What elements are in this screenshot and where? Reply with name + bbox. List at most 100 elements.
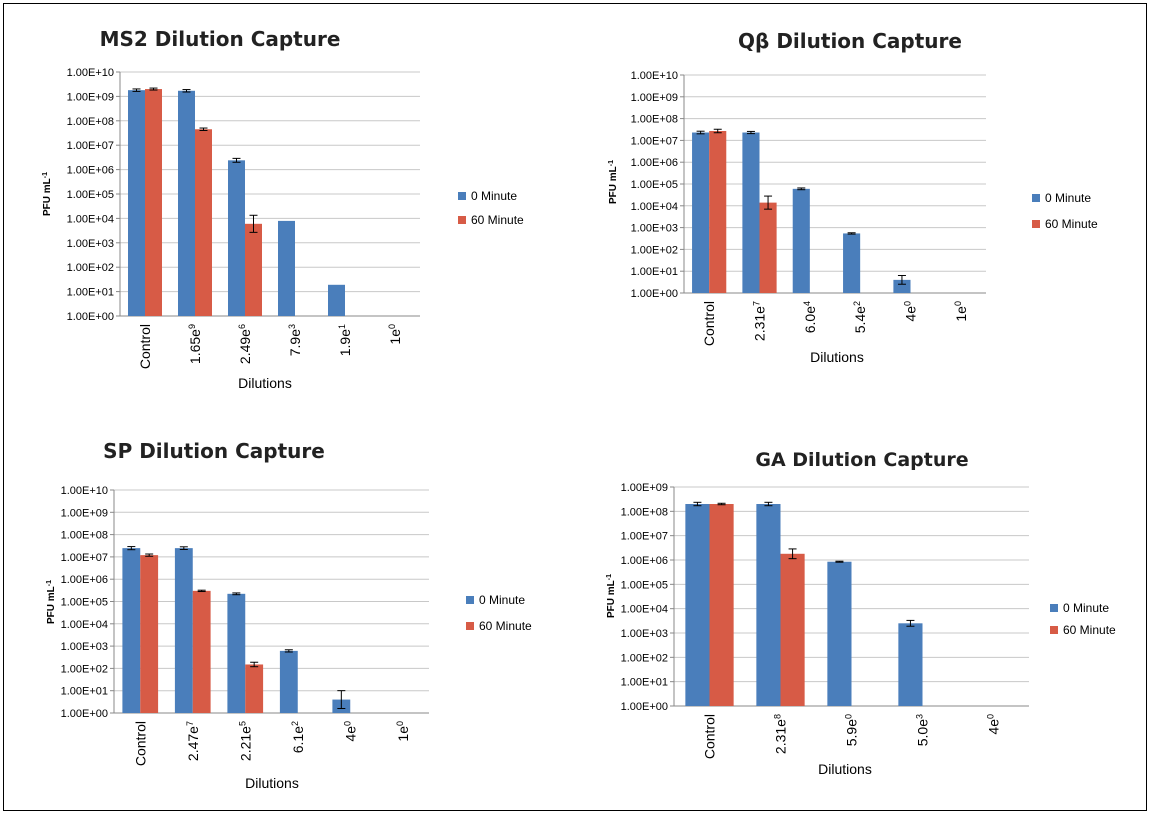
y-tick-label: 1.00E+03 [621, 628, 668, 640]
y-axis-label: PFU mL-1 [42, 172, 54, 216]
x-tick-label: 6.1e2 [290, 721, 306, 753]
chart-ms2: MS2 Dilution Capture 1.00E+00 1.00E+01 1.00… [20, 16, 580, 401]
y-tick-label: 1.00E+09 [67, 91, 114, 103]
y-tick-label: 1.00E+04 [631, 201, 678, 213]
bar-0min [742, 132, 760, 293]
y-tick-label: 1.00E+01 [61, 686, 108, 698]
x-tick-label: 4e0 [986, 714, 1002, 735]
bar-0min [128, 90, 145, 316]
legend-swatch [458, 192, 466, 200]
bar-0min [756, 504, 781, 706]
x-axis-label: Dilutions [818, 761, 872, 777]
y-tick-label: 1.00E+03 [61, 641, 108, 653]
y-tick-label: 1.00E+04 [67, 213, 114, 225]
bar-0min [843, 233, 861, 293]
bar-60min [709, 130, 727, 293]
bar-60min [245, 664, 264, 713]
chart-title: Qβ Dilution Capture [738, 29, 962, 53]
legend-swatch [466, 596, 474, 604]
x-tick-label: 5.0e3 [915, 714, 931, 746]
x-tick-label: 2.49e6 [237, 324, 253, 364]
legend-swatch [1050, 604, 1058, 612]
y-tick-label: 1.00E+04 [61, 619, 108, 631]
bar-0min [279, 650, 298, 713]
x-tick-label: Control [137, 324, 153, 369]
x-tick-label: 2.47e7 [185, 721, 201, 761]
legend-label: 60 Minute [471, 213, 524, 227]
y-tick-label: 1.00E+03 [631, 223, 678, 235]
y-tick-label: 1.00E+05 [631, 179, 678, 191]
y-tick-label: 1.00E+08 [631, 114, 678, 126]
legend-swatch [1032, 194, 1040, 202]
y-tick-label: 1.00E+07 [67, 140, 114, 152]
bar-0min [898, 623, 923, 706]
y-tick-label: 1.00E+02 [631, 244, 678, 256]
x-tick-label: 2.21e5 [237, 721, 253, 761]
y-tick-label: 1.00E+08 [61, 530, 108, 542]
x-tick-label: Control [701, 301, 717, 346]
y-tick-label: 1.00E+06 [631, 157, 678, 169]
x-tick-label: Control [702, 714, 718, 759]
y-axis-label: PFU mL-1 [606, 574, 618, 618]
y-axis-label: PFU mL-1 [608, 160, 620, 204]
y-tick-label: 1.00E+06 [621, 555, 668, 567]
bar-0min [893, 279, 911, 293]
x-axis-label: Dilutions [810, 349, 864, 365]
legend-label: 0 Minute [1063, 601, 1109, 615]
legend-label: 60 Minute [479, 619, 532, 633]
x-tick-label: 1e0 [395, 721, 411, 742]
legend-swatch [1032, 220, 1040, 228]
y-tick-label: 1.00E+05 [61, 597, 108, 609]
x-tick-label: 5.9e0 [844, 714, 860, 746]
legend-swatch [466, 622, 474, 630]
x-tick-label: 1e0 [387, 324, 403, 345]
y-tick-label: 1.00E+01 [631, 266, 678, 278]
x-axis-label: Dilutions [245, 775, 299, 791]
bar-0min [228, 160, 245, 316]
y-tick-label: 1.00E+10 [67, 67, 114, 79]
y-tick-label: 1.00E+10 [61, 485, 108, 497]
y-tick-label: 1.00E+02 [621, 652, 668, 664]
bar-0min [685, 504, 710, 706]
x-tick-label: 1.9e1 [337, 324, 353, 356]
x-tick-label: Control [132, 721, 148, 766]
y-tick-label: 1.00E+06 [61, 574, 108, 586]
y-tick-label: 1.00E+01 [621, 677, 668, 689]
y-tick-label: 1.00E+03 [67, 238, 114, 250]
x-tick-label: 7.9e3 [287, 324, 303, 356]
x-tick-label: 2.31e7 [752, 301, 768, 341]
y-tick-label: 1.00E+02 [67, 262, 114, 274]
y-tick-label: 1.00E+05 [621, 579, 668, 591]
legend-label: 60 Minute [1063, 623, 1116, 637]
x-tick-label: 4e0 [342, 721, 358, 742]
y-tick-label: 1.00E+09 [621, 482, 668, 494]
bar-60min [245, 223, 262, 316]
x-axis-label: Dilutions [238, 375, 292, 391]
x-tick-label: 2.31e8 [773, 714, 789, 754]
y-tick-label: 1.00E+10 [631, 70, 678, 82]
y-tick-label: 1.00E+07 [621, 531, 668, 543]
chart-ga: GA Dilution Capture 1.00E+00 1.00E+01 1.00E… [588, 436, 1148, 777]
legend-label: 0 Minute [479, 593, 525, 607]
bar-0min [278, 220, 295, 316]
bar-0min [792, 188, 810, 293]
legend-swatch [1050, 626, 1058, 634]
x-tick-label: 1.65e9 [187, 324, 203, 364]
y-tick-label: 1.00E+02 [61, 663, 108, 675]
bar-0min [174, 548, 193, 713]
y-tick-label: 1.00E+01 [67, 287, 114, 299]
bar-60min [145, 89, 162, 316]
bar-60min [195, 129, 212, 316]
y-tick-label: 1.00E+00 [631, 288, 678, 300]
x-tick-label: 5.4e2 [852, 301, 868, 333]
y-tick-label: 1.00E+09 [61, 507, 108, 519]
y-tick-label: 1.00E+00 [67, 311, 114, 323]
legend-label: 0 Minute [1045, 191, 1091, 205]
bar-0min [122, 548, 141, 713]
bar-60min [780, 553, 805, 706]
x-tick-label: 4e0 [903, 301, 919, 322]
y-tick-label: 1.00E+00 [621, 701, 668, 713]
chart-title: MS2 Dilution Capture [100, 27, 341, 51]
legend-swatch [458, 216, 466, 224]
y-tick-label: 1.00E+05 [67, 189, 114, 201]
